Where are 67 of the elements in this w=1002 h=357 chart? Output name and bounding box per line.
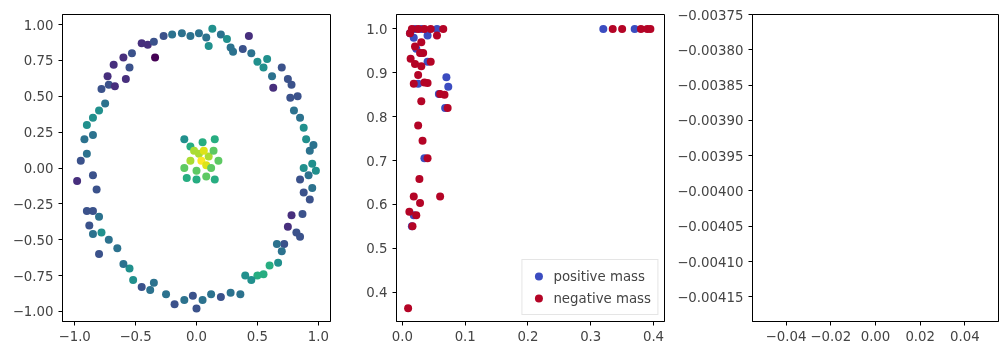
x-tick-label: 0.02 (905, 328, 936, 344)
x-tick-label: −1.0 (58, 328, 91, 344)
point (409, 79, 418, 88)
point (414, 121, 423, 130)
x-tick-label: 0.4 (642, 328, 665, 344)
y-tick-label: −0.00390 (677, 113, 744, 129)
point (418, 136, 427, 145)
point (444, 82, 453, 91)
point (618, 24, 627, 33)
y-tick-label: −0.00415 (677, 289, 744, 305)
x-tick-label: 0.04 (950, 328, 980, 344)
y-tick-label: −0.00375 (677, 7, 744, 23)
point (406, 54, 415, 63)
y-tick-label: −0.00380 (677, 42, 744, 58)
y-tick-label: 0.5 (366, 241, 388, 257)
point (439, 24, 448, 33)
y-tick-label: 0.4 (366, 285, 388, 301)
x-tick-label: −0.04 (765, 328, 807, 344)
y-tick-label: 0.9 (366, 65, 388, 81)
x-tick-label: 0.1 (454, 328, 476, 344)
point (414, 71, 423, 80)
y-tick-label: 0.7 (366, 153, 388, 169)
x-tick-label: −0.02 (810, 328, 852, 344)
legend-label: positive mass (553, 268, 645, 284)
point (416, 199, 425, 208)
point (426, 24, 435, 33)
point (417, 62, 426, 71)
y-tick-label: 1.0 (366, 21, 388, 37)
point (417, 97, 426, 106)
point (599, 24, 608, 33)
x-tick-label: −0.5 (119, 328, 152, 344)
legend-label: negative mass (553, 290, 651, 306)
point (417, 38, 426, 47)
y-tick-label: 0.6 (366, 197, 388, 213)
x-tick-label: 1.0 (307, 328, 329, 344)
y-tick-label: 0.75 (23, 53, 54, 69)
point (409, 192, 418, 201)
x-tick-label: 0.00 (860, 328, 891, 344)
y-tick-label: 0.25 (23, 125, 54, 141)
y-tick-label: −0.00410 (677, 254, 744, 270)
y-tick-label: 0.50 (23, 89, 54, 105)
y-tick-label: −0.00395 (677, 148, 744, 164)
x-tick-label: 0.5 (246, 328, 269, 344)
point (405, 207, 414, 216)
point (608, 24, 617, 33)
point (423, 31, 432, 40)
y-tick-label: −0.50 (12, 232, 54, 248)
y-tick-label: −0.00400 (677, 183, 744, 199)
x-tick-label: 0.2 (517, 328, 539, 344)
y-tick-label: 0.8 (366, 109, 388, 125)
y-tick-label: −0.00385 (677, 78, 744, 94)
y-tick-label: −0.00405 (677, 219, 744, 235)
y-tick-label: 0.00 (23, 161, 54, 176)
y-tick-label: −0.25 (12, 196, 54, 212)
point (404, 304, 413, 313)
x-tick-label: 0.3 (580, 328, 602, 344)
y-tick-label: −0.75 (12, 268, 54, 284)
point (432, 31, 441, 40)
point (415, 174, 424, 183)
y-tick-label: 1.00 (23, 17, 54, 33)
point (436, 192, 445, 201)
x-tick-label: 0.0 (391, 328, 414, 344)
point (442, 73, 451, 82)
point (411, 60, 420, 69)
x-tick-label: 0.0 (185, 328, 208, 344)
point (440, 90, 449, 99)
y-tick-label: −1.00 (12, 304, 54, 320)
